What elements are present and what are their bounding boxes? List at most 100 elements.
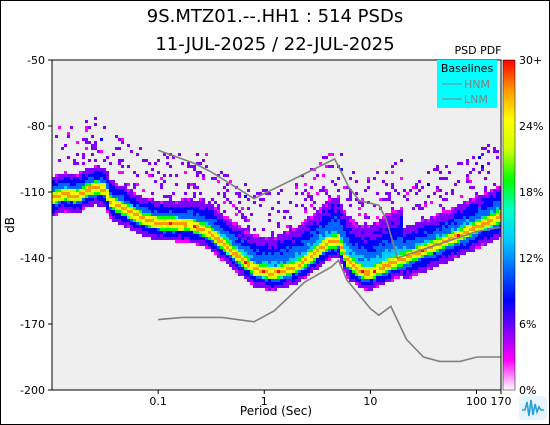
heatmap-cell [331, 255, 334, 258]
heatmap-cell [175, 228, 178, 231]
heatmap-cell [382, 255, 385, 258]
heatmap-cell [337, 177, 340, 180]
heatmap-cell [289, 216, 292, 219]
heatmap-cell [190, 213, 193, 216]
heatmap-cell [181, 207, 184, 210]
heatmap-cell [436, 255, 439, 258]
heatmap-cell [400, 213, 403, 216]
heatmap-cell [91, 147, 94, 150]
heatmap-cell [190, 240, 193, 243]
heatmap-cell [187, 237, 190, 240]
heatmap-cell [112, 201, 115, 204]
heatmap-cell [364, 267, 367, 270]
heatmap-cell [178, 222, 181, 225]
heatmap-cell [304, 219, 307, 222]
heatmap-cell [238, 249, 241, 252]
heatmap-cell [337, 246, 340, 249]
heatmap-cell [445, 243, 448, 246]
heatmap-cell [163, 180, 166, 183]
heatmap-cell [160, 237, 163, 240]
heatmap-cell [430, 243, 433, 246]
heatmap-cell [490, 204, 493, 207]
heatmap-cell [418, 270, 421, 273]
heatmap-cell [316, 222, 319, 225]
heatmap-cell [499, 231, 501, 234]
heatmap-cell [322, 174, 325, 177]
heatmap-cell [226, 249, 229, 252]
heatmap-cell [370, 252, 373, 255]
heatmap-cell [298, 276, 301, 279]
heatmap-cell [424, 231, 427, 234]
heatmap-cell [325, 204, 328, 207]
heatmap-cell [313, 234, 316, 237]
heatmap-cell [406, 243, 409, 246]
heatmap-cell [253, 234, 256, 237]
heatmap-cell [400, 267, 403, 270]
heatmap-cell [283, 279, 286, 282]
heatmap-cell [367, 249, 370, 252]
heatmap-cell [202, 222, 205, 225]
heatmap-cell [373, 204, 376, 207]
heatmap-cell [127, 204, 130, 207]
heatmap-cell [385, 216, 388, 219]
heatmap-cell [142, 222, 145, 225]
heatmap-cell [355, 249, 358, 252]
heatmap-cell [409, 237, 412, 240]
heatmap-cell [253, 228, 256, 231]
heatmap-cell [451, 225, 454, 228]
heatmap-cell [196, 216, 199, 219]
heatmap-cell [202, 201, 205, 204]
heatmap-cell [397, 234, 400, 237]
heatmap-cell [256, 243, 259, 246]
heatmap-cell [118, 162, 121, 165]
heatmap-cell [124, 225, 127, 228]
heatmap-cell [472, 246, 475, 249]
heatmap-cell [79, 189, 82, 192]
heatmap-cell [355, 240, 358, 243]
heatmap-cell [226, 258, 229, 261]
heatmap-cell [121, 216, 124, 219]
heatmap-cell [325, 243, 328, 246]
heatmap-cell [364, 276, 367, 279]
heatmap-cell [220, 234, 223, 237]
heatmap-cell [490, 213, 493, 216]
heatmap-cell [436, 213, 439, 216]
heatmap-cell [403, 246, 406, 249]
heatmap-cell [163, 207, 166, 210]
heatmap-cell [322, 240, 325, 243]
heatmap-cell [463, 213, 466, 216]
heatmap-cell [352, 276, 355, 279]
heatmap-cell [349, 219, 352, 222]
heatmap-cell [127, 183, 130, 186]
heatmap-cell [226, 219, 229, 222]
heatmap-cell [292, 276, 295, 279]
heatmap-cell [481, 153, 484, 156]
heatmap-cell [475, 201, 478, 204]
heatmap-cell [73, 162, 76, 165]
heatmap-cell [73, 210, 76, 213]
heatmap-cell [385, 231, 388, 234]
heatmap-cell [466, 222, 469, 225]
heatmap-cell [283, 258, 286, 261]
heatmap-cell [154, 231, 157, 234]
heatmap-cell [367, 261, 370, 264]
heatmap-cell [457, 249, 460, 252]
heatmap-cell [196, 162, 199, 165]
heatmap-cell [442, 252, 445, 255]
heatmap-cell [361, 249, 364, 252]
heatmap-cell [211, 204, 214, 207]
heatmap-cell [256, 237, 259, 240]
heatmap-cell [73, 180, 76, 183]
heatmap-cell [337, 195, 340, 198]
heatmap-cell [157, 201, 160, 204]
heatmap-cell [157, 216, 160, 219]
heatmap-cell [310, 168, 313, 171]
heatmap-cell [382, 219, 385, 222]
heatmap-cell [298, 225, 301, 228]
heatmap-cell [289, 240, 292, 243]
heatmap-cell [190, 228, 193, 231]
heatmap-cell [334, 240, 337, 243]
heatmap-cell [247, 246, 250, 249]
heatmap-cell [433, 255, 436, 258]
heatmap-cell [109, 186, 112, 189]
